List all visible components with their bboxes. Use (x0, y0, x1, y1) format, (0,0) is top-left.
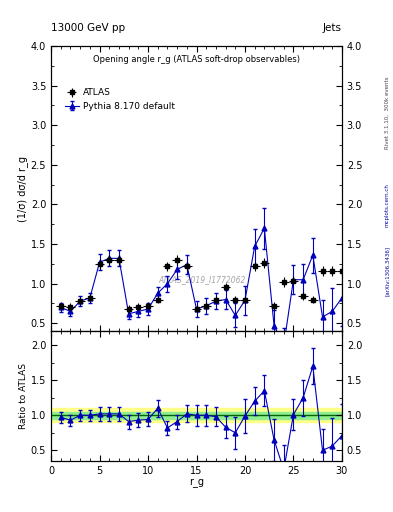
Text: [arXiv:1306.3436]: [arXiv:1306.3436] (385, 246, 389, 296)
Text: mcplots.cern.ch: mcplots.cern.ch (385, 183, 389, 227)
Text: Opening angle r_g (ATLAS soft-drop observables): Opening angle r_g (ATLAS soft-drop obser… (93, 55, 300, 63)
Text: 13000 GeV pp: 13000 GeV pp (51, 23, 125, 33)
X-axis label: r_g: r_g (189, 478, 204, 488)
Y-axis label: Ratio to ATLAS: Ratio to ATLAS (19, 363, 28, 429)
Legend: ATLAS, Pythia 8.170 default: ATLAS, Pythia 8.170 default (61, 85, 179, 115)
Text: ATLAS_2019_I1772062: ATLAS_2019_I1772062 (159, 275, 246, 284)
Text: Jets: Jets (323, 23, 342, 33)
Text: Rivet 3.1.10,  300k events: Rivet 3.1.10, 300k events (385, 76, 389, 149)
Y-axis label: (1/σ) dσ/d r_g: (1/σ) dσ/d r_g (17, 156, 28, 222)
